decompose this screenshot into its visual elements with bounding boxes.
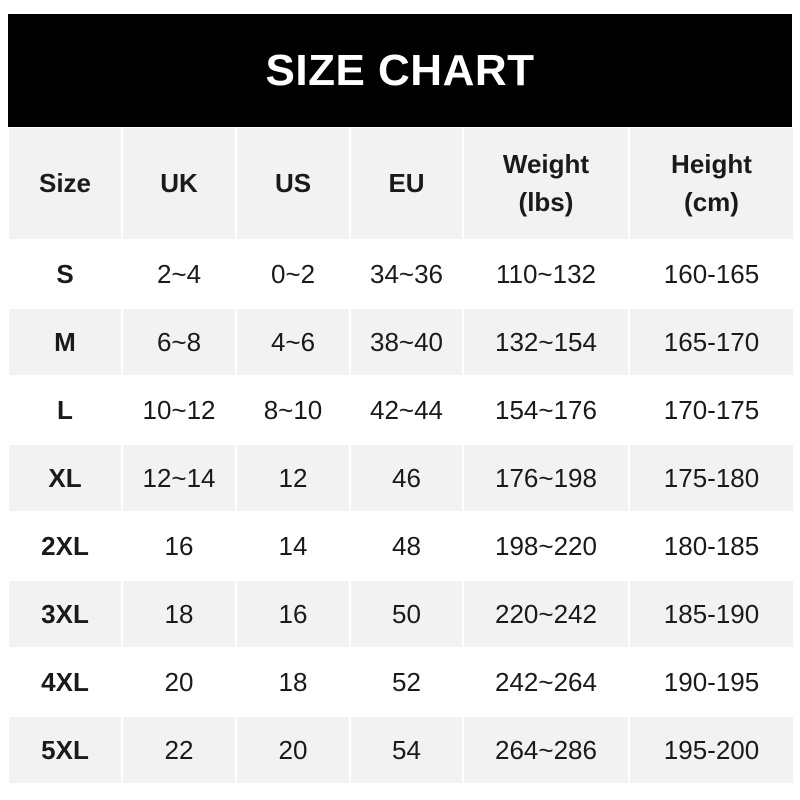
table-cell: 12 (237, 445, 349, 511)
table-cell: 4~6 (237, 309, 349, 375)
table-cell: 132~154 (464, 309, 628, 375)
column-header-label: Height (671, 148, 752, 179)
table-cell: 176~198 (464, 445, 628, 511)
size-cell: 3XL (9, 581, 121, 647)
table-cell: 0~2 (270, 258, 316, 289)
column-header: EU (351, 128, 462, 239)
table-cell: 50 (351, 581, 462, 647)
table-cell: 48 (392, 530, 421, 561)
table-cell: 165-170 (630, 309, 793, 375)
header-row: Size UK US EU Weight (lbs) Height (cm) (9, 128, 793, 239)
table-row: 5XL 22 20 54 264~286 195-200 (9, 717, 793, 783)
column-header: UK (123, 128, 235, 239)
column-header-label: Weight (502, 148, 590, 179)
size-cell: L (57, 394, 73, 425)
table-row: XL 12~14 12 46 176~198 175-180 (9, 445, 793, 511)
table-cell: 54 (351, 717, 462, 783)
table-cell: 8~10 (263, 394, 323, 425)
title-bar: SIZE CHART (8, 14, 792, 127)
table-row: M 6~8 4~6 38~40 132~154 165-170 (9, 309, 793, 375)
table-row: 3XL 18 16 50 220~242 185-190 (9, 581, 793, 647)
column-header-unit: (lbs) (518, 186, 574, 217)
table-cell: 185-190 (630, 581, 793, 647)
table-cell: 10~12 (142, 394, 216, 425)
table-cell: 154~176 (495, 394, 597, 425)
table-row: S 2~4 0~2 34~36 110~132 160-165 (9, 241, 793, 307)
size-cell: S (56, 258, 74, 289)
size-cell: M (9, 309, 121, 375)
table-cell: 220~242 (464, 581, 628, 647)
table-cell: 14 (278, 530, 308, 561)
table-cell: 38~40 (351, 309, 462, 375)
table-cell: 22 (123, 717, 235, 783)
table-cell: 190-195 (663, 666, 760, 697)
column-header: Size (9, 128, 121, 239)
table-cell: 34~36 (369, 258, 444, 289)
size-cell: XL (9, 445, 121, 511)
table-row: 2XL 16 14 48 198~220 180-185 (9, 513, 793, 579)
column-header: Height (cm) (630, 128, 793, 239)
size-chart-table: Size UK US EU Weight (lbs) Height (cm) S 2~4 0~2 3… (7, 126, 795, 785)
size-cell: 5XL (9, 717, 121, 783)
size-cell: 4XL (41, 666, 89, 697)
table-cell: 18 (123, 581, 235, 647)
table-cell: 16 (164, 530, 194, 561)
table-cell: 2~4 (156, 258, 202, 289)
column-header: US (237, 128, 349, 239)
table-cell: 170-175 (663, 394, 760, 425)
column-header-label: Size (38, 167, 92, 198)
column-header-label: US (274, 167, 312, 198)
table-cell: 195-200 (630, 717, 793, 783)
table-row: 4XL 20 18 52 242~264 190-195 (9, 649, 793, 715)
page-title: SIZE CHART (265, 45, 535, 95)
size-cell: 2XL (41, 530, 89, 561)
table-cell: 52 (392, 666, 421, 697)
table-cell: 175-180 (630, 445, 793, 511)
table-cell: 20 (164, 666, 194, 697)
table-cell: 18 (278, 666, 308, 697)
table-cell: 16 (237, 581, 349, 647)
column-header-label: UK (160, 167, 198, 198)
table-cell: 180-185 (663, 530, 760, 561)
column-header: Weight (lbs) (464, 128, 628, 239)
table-cell: 20 (237, 717, 349, 783)
table-cell: 6~8 (123, 309, 235, 375)
table-cell: 198~220 (495, 530, 597, 561)
table-cell: 12~14 (123, 445, 235, 511)
table-cell: 242~264 (495, 666, 597, 697)
table-cell: 160-165 (663, 258, 760, 289)
table-row: L 10~12 8~10 42~44 154~176 170-175 (9, 377, 793, 443)
table-cell: 110~132 (495, 258, 596, 289)
column-header-unit: (cm) (684, 186, 739, 217)
table-cell: 46 (351, 445, 462, 511)
table-cell: 264~286 (464, 717, 628, 783)
column-header-label: EU (388, 167, 425, 198)
table-cell: 42~44 (369, 394, 444, 425)
